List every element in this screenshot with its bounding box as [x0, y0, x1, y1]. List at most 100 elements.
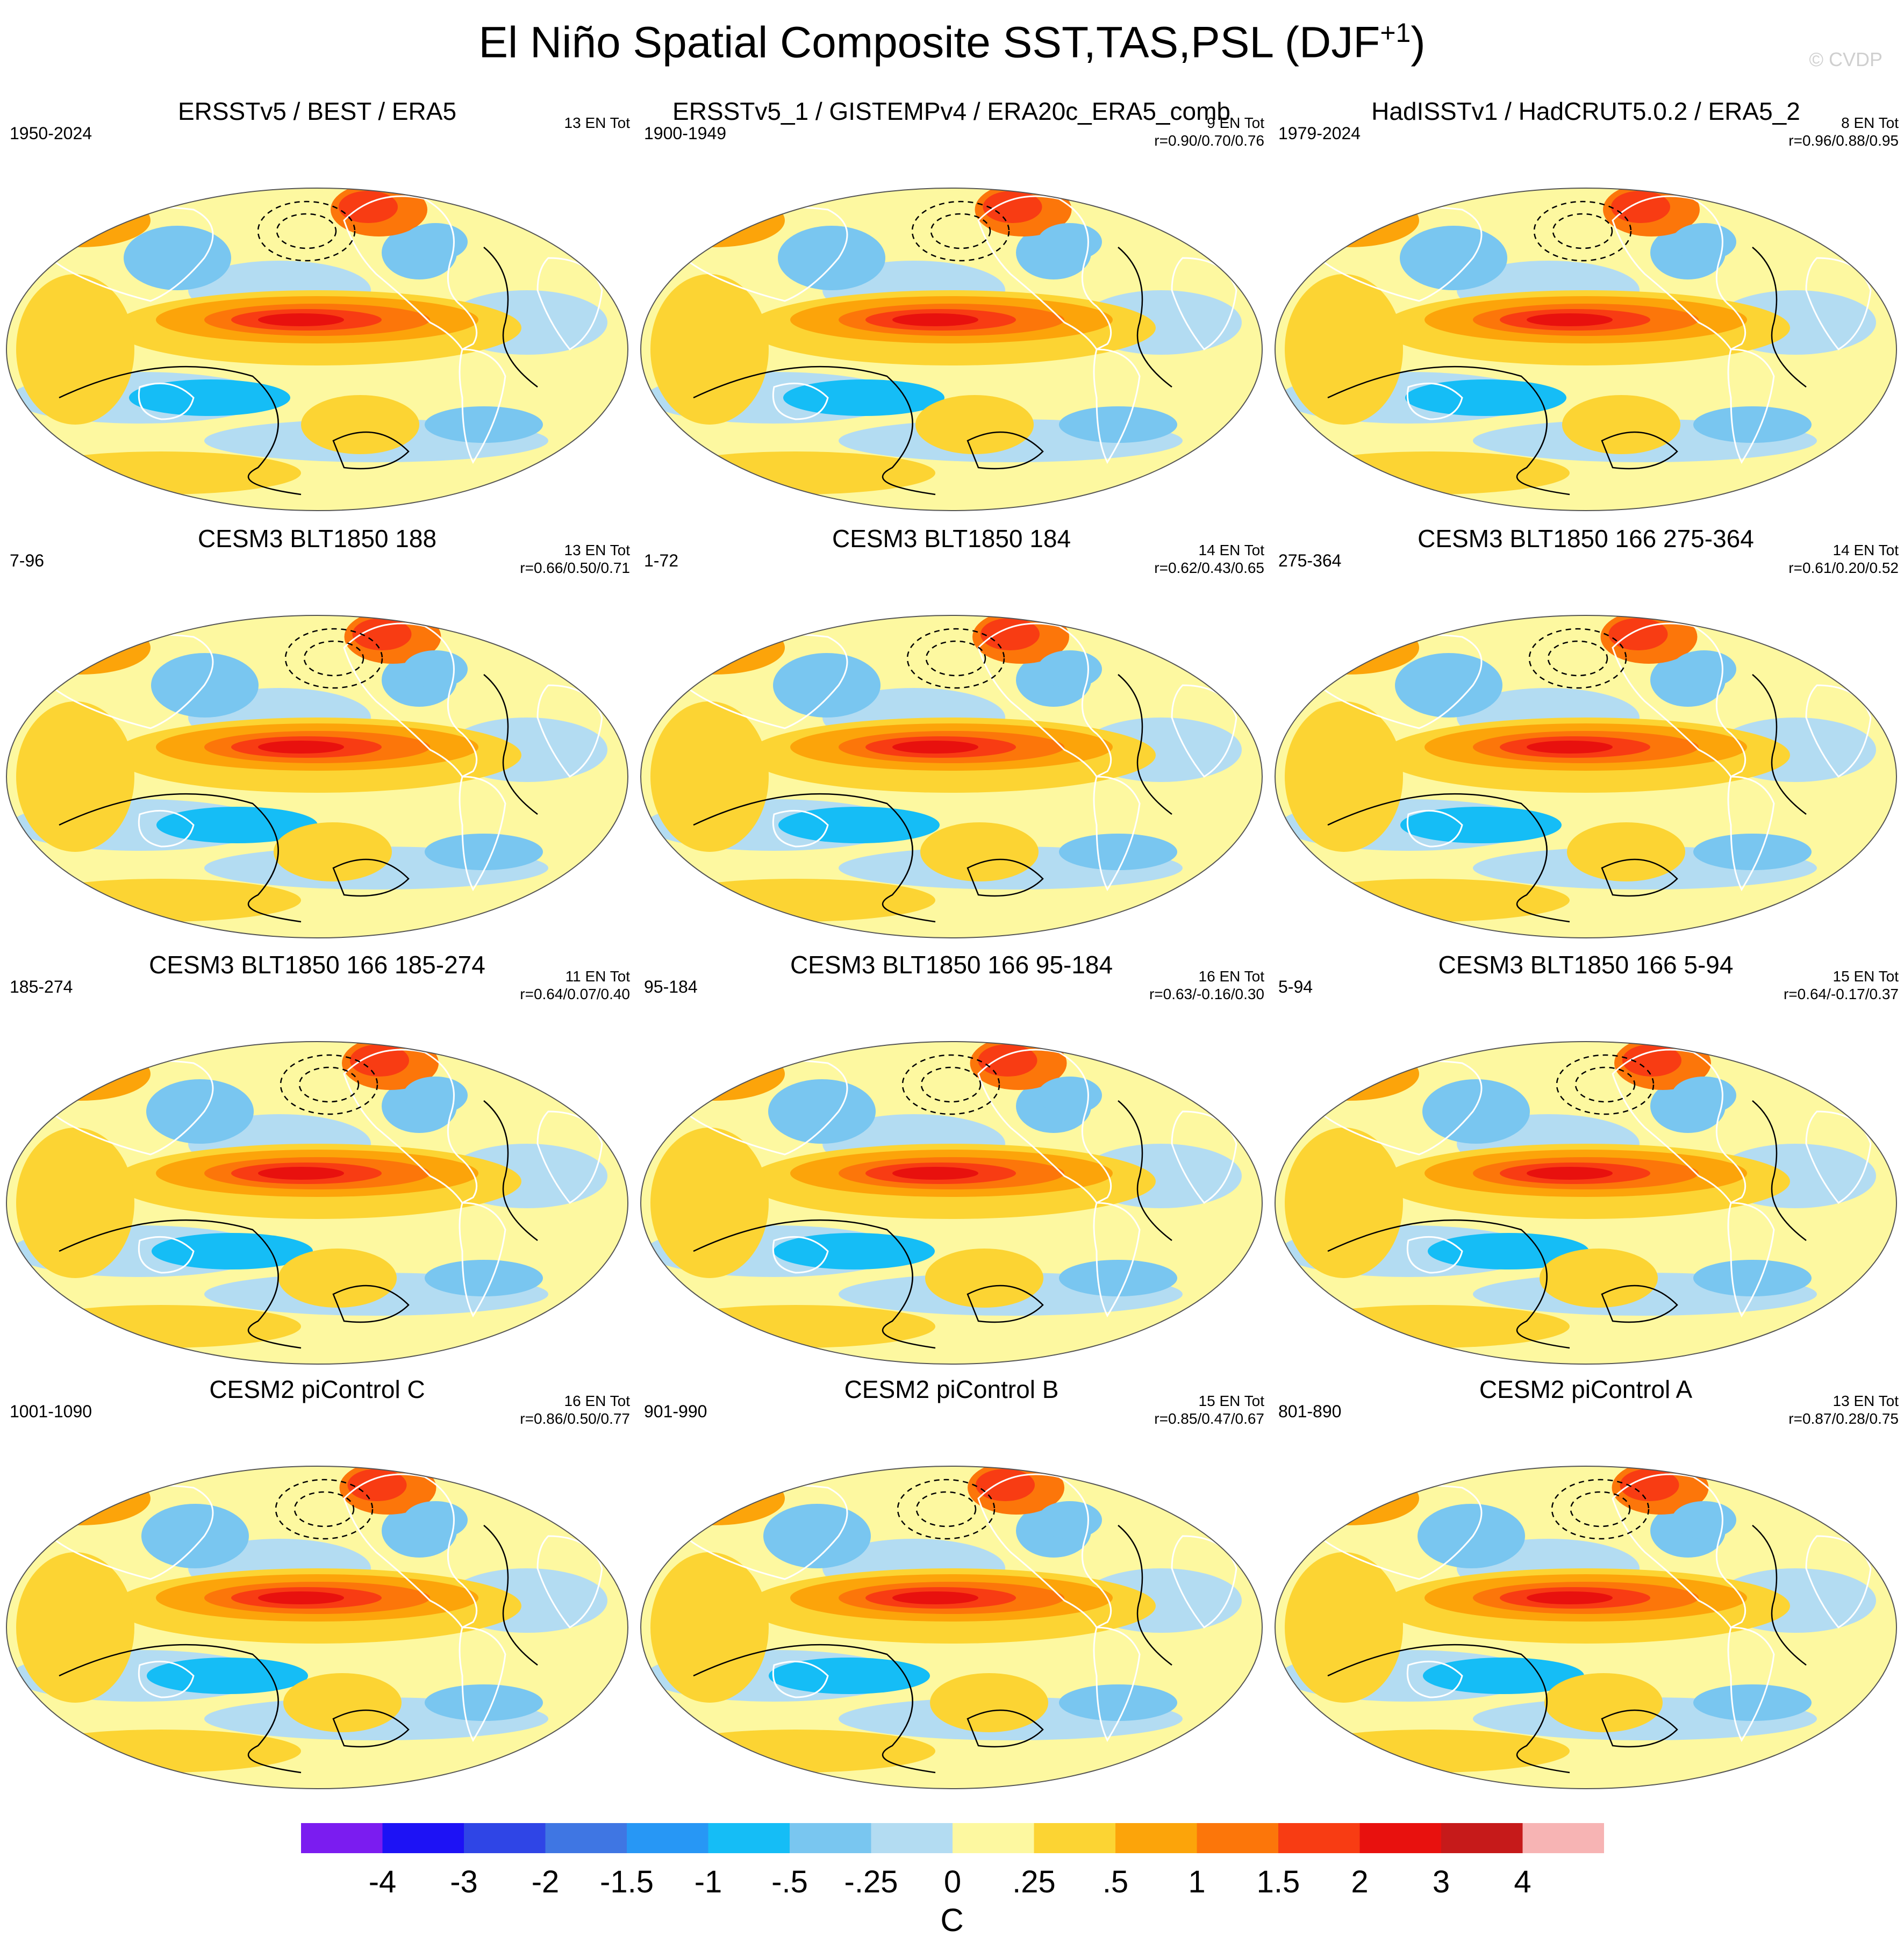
panel-stats: 9 EN Tot r=0.90/0.70/0.76 [1154, 114, 1264, 149]
atlantic-contour [483, 674, 538, 815]
zero-contour [693, 365, 936, 496]
colorbar-tick-label: 0 [943, 1864, 962, 1899]
australia-outline [772, 1236, 829, 1274]
colorbar-bin [790, 1823, 871, 1853]
colorbar-tick-label: -3 [450, 1864, 478, 1899]
panel-stats: 13 EN Tot r=0.66/0.50/0.71 [520, 541, 630, 577]
globe-map [1275, 1041, 1897, 1365]
south-pacific-warm [283, 1673, 402, 1732]
event-count: 13 EN Tot [564, 542, 630, 558]
sst-field [1275, 1042, 1896, 1364]
south-pacific-high-contour [1601, 1709, 1678, 1748]
indian-ocean-warm [650, 1128, 769, 1278]
north-america-warm-strong [350, 1044, 409, 1077]
zero-contour [59, 365, 302, 496]
event-count: 13 EN Tot [1833, 1393, 1899, 1409]
zero-contour [59, 1644, 302, 1774]
south-pacific-warm [1540, 1249, 1658, 1308]
zero-contour [59, 1219, 302, 1349]
cvdp-watermark: © CVDP [1809, 48, 1882, 70]
indian-ocean-warm [650, 1552, 769, 1703]
north-pacific-cool [763, 1504, 871, 1568]
colorbar-tick-label: 4 [1514, 1864, 1531, 1899]
south-atlantic-cool [425, 1684, 543, 1721]
south-america-outline [1727, 1202, 1775, 1318]
south-pacific-cool [1400, 807, 1562, 843]
atlantic-contour [483, 1100, 538, 1241]
map-panel: CESM3 BLT1850 184 1-72 14 EN Tot r=0.62/0.4… [634, 524, 1269, 949]
aleutian-low-contour [284, 628, 383, 689]
north-america-outline [343, 1473, 478, 1629]
south-pacific-warm [301, 395, 419, 454]
zero-contour [693, 1644, 936, 1774]
colorbar-tick-label: -4 [368, 1864, 397, 1899]
colorbar-tick-label: .25 [1012, 1864, 1056, 1899]
panel-years: 1-72 [644, 551, 679, 570]
australia-outline [1406, 1236, 1463, 1274]
colorbar-tick-label: -2 [531, 1864, 560, 1899]
indian-ocean-warm [16, 1552, 134, 1703]
south-pacific-cool [156, 807, 318, 843]
globe-outline [640, 1041, 1263, 1365]
south-pacific-warm [915, 395, 1034, 454]
south-pacific-cool [769, 1658, 930, 1694]
north-america-outline [977, 1049, 1112, 1204]
pattern-correlation: r=0.87/0.28/0.75 [1788, 1410, 1899, 1427]
globe-outline [6, 1466, 628, 1789]
panel-years: 7-96 [10, 551, 45, 570]
south-america-outline [459, 348, 506, 464]
globe-map [6, 1466, 628, 1789]
map-panel: HadISSTv1 / HadCRUT5.0.2 / ERA5_2 1979-20… [1269, 97, 1903, 521]
eastern-canada-cool [403, 1501, 468, 1539]
south-pacific-cool [778, 807, 940, 843]
atlantic-contour [1118, 674, 1172, 815]
north-pacific-cool [768, 1079, 876, 1144]
north-america-warm-strong [352, 618, 412, 650]
globe-map [640, 1041, 1263, 1365]
south-atlantic-cool [425, 834, 543, 870]
colorbar-bin [545, 1823, 627, 1853]
nino-peak [258, 313, 344, 326]
south-atlantic-cool [1059, 406, 1177, 443]
psl-contours [59, 628, 538, 923]
colorbar-bin [301, 1823, 383, 1853]
south-atlantic-cool [1059, 1684, 1177, 1721]
panel-title: CESM3 BLT1850 184 [832, 525, 1071, 553]
panel-years: 1950-2024 [10, 124, 92, 143]
south-pacific-warm [274, 822, 392, 881]
globe-map [640, 615, 1263, 938]
sst-field [6, 188, 628, 511]
nino-peak [892, 741, 978, 754]
south-atlantic-cool [1059, 834, 1177, 870]
south-atlantic-cool [1693, 406, 1812, 443]
panel-title: CESM3 BLT1850 166 95-184 [790, 951, 1113, 979]
aleutian-low-contour [257, 200, 356, 262]
panel-years: 1979-2024 [1278, 124, 1361, 143]
south-pacific-high-contour [332, 858, 410, 897]
southern-warm-band [22, 879, 301, 922]
atlantic-contour [483, 1525, 538, 1666]
colorbar-bin [1359, 1823, 1441, 1853]
aleutian-low-inner-contour [303, 640, 364, 677]
nino-peak [1527, 1167, 1613, 1180]
globe-outline [1275, 1466, 1897, 1789]
psl-contours [59, 200, 538, 496]
south-america-outline [459, 776, 506, 892]
south-pacific-warm [930, 1673, 1048, 1732]
south-pacific-warm [920, 822, 1039, 881]
north-america-outline [1612, 1473, 1746, 1629]
globe-map [1275, 615, 1897, 938]
southern-warm-band [1290, 1730, 1570, 1773]
event-count: 14 EN Tot [1198, 542, 1264, 558]
indian-ocean-warm [650, 274, 769, 425]
panel-years: 185-274 [10, 977, 73, 996]
colorbar [301, 1823, 1604, 1853]
event-count: 11 EN Tot [565, 968, 630, 985]
pattern-correlation: r=0.64/-0.17/0.37 [1783, 986, 1899, 1002]
colorbar-bin [1034, 1823, 1115, 1853]
colorbar-bin [464, 1823, 546, 1853]
south-pacific-cool [152, 1233, 313, 1269]
colorbar-bin [1441, 1823, 1523, 1853]
aleutian-low-inner-contour [920, 1066, 982, 1103]
globe-outline [6, 188, 628, 511]
